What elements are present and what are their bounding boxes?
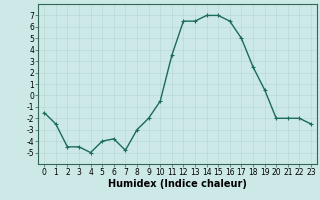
X-axis label: Humidex (Indice chaleur): Humidex (Indice chaleur) — [108, 179, 247, 189]
